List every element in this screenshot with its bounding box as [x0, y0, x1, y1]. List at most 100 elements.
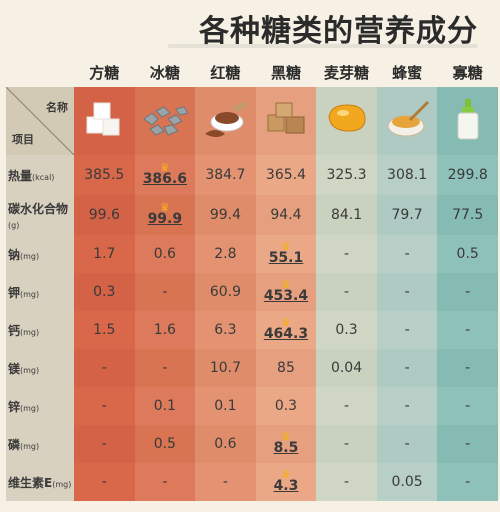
table-cell: -: [134, 273, 196, 311]
cell-value: -: [222, 474, 228, 490]
table-row: 磷(mg) - 0.5 0.6 ♛ 8.5 - - -: [6, 425, 498, 463]
row-label: 热量(kcal): [6, 155, 74, 195]
table-cell: -: [437, 273, 498, 311]
table-cell: 2.8: [195, 235, 256, 273]
cell-value: 325.3: [326, 167, 367, 183]
table-cell: 99.6: [74, 195, 135, 235]
cell-value: 0.6: [214, 436, 237, 452]
cell-value: -: [101, 436, 107, 452]
table-cell: 77.5: [437, 195, 498, 235]
table-cell: 6.3: [195, 311, 256, 349]
cell-value: -: [101, 474, 107, 490]
cell-value: -: [344, 398, 350, 414]
diagonal-divider: [6, 87, 74, 155]
max-value: 453.4: [263, 288, 309, 304]
cell-value: 94.4: [270, 207, 302, 223]
cell-value: 1.5: [93, 322, 116, 338]
table-cell: 385.5: [74, 155, 135, 195]
row-label-text: 磷: [8, 437, 21, 452]
cell-value: -: [344, 474, 350, 490]
table-cell: 0.6: [134, 235, 196, 273]
crown-icon: ♛: [281, 316, 291, 329]
max-value: 8.5: [273, 440, 299, 456]
cell-value: -: [465, 360, 471, 376]
cell-value: -: [465, 474, 471, 490]
row-label-unit: (mg): [20, 365, 40, 375]
cell-value: -: [162, 474, 168, 490]
table-cell: 0.3: [316, 311, 377, 349]
cell-value: 308.1: [387, 167, 428, 183]
row-label-unit: (mg): [20, 251, 40, 261]
table-cell: -: [316, 235, 377, 273]
black-sugar-icon: [255, 87, 317, 155]
cell-value: 99.6: [88, 207, 120, 223]
cell-value: 99.4: [209, 207, 241, 223]
table-cell: 1.6: [134, 311, 196, 349]
table-cell: 0.5: [134, 425, 196, 463]
table-cell: 0.6: [195, 425, 256, 463]
table-cell: -: [134, 463, 196, 501]
cell-value: 2.8: [214, 246, 237, 262]
column-header: 麦芽糖: [324, 64, 370, 82]
cell-value: 77.5: [452, 207, 484, 223]
row-label-text: 钙: [8, 323, 21, 338]
table-cell: ♛ 8.5: [255, 425, 317, 463]
table-cell: 325.3: [316, 155, 377, 195]
row-label: 钾(mg): [6, 273, 74, 311]
column-header: 黑糖: [270, 64, 301, 82]
title-underline: [168, 44, 478, 48]
row-label-text: 镁: [8, 361, 21, 376]
table-cell: 0.3: [255, 387, 317, 425]
table-cell: 0.1: [134, 387, 196, 425]
crown-icon: ♛: [281, 278, 291, 291]
table-cell: -: [316, 387, 377, 425]
column-header: 冰糖: [149, 64, 180, 82]
row-label-text: 钾: [8, 285, 21, 300]
cell-value: -: [404, 246, 410, 262]
row-label-unit: (mg): [20, 289, 40, 299]
table-row: 锌(mg) - 0.1 0.1 0.3 - - -: [6, 387, 498, 425]
brown-sugar-icon: [195, 87, 256, 155]
max-value: 99.9: [147, 211, 183, 227]
table-cell: 60.9: [195, 273, 256, 311]
table-cell: -: [134, 349, 196, 387]
table-cell: -: [376, 273, 438, 311]
table-cell: 99.4: [195, 195, 256, 235]
cell-value: 365.4: [265, 167, 307, 183]
row-label-unit: (g): [8, 220, 20, 230]
table-cell: 0.1: [195, 387, 256, 425]
crown-icon: ♛: [159, 201, 170, 214]
cell-value: -: [465, 398, 471, 414]
crown-icon: ♛: [281, 240, 291, 253]
table-cell: -: [376, 311, 438, 349]
oligosaccharide-bottle-icon: [437, 87, 498, 155]
table-cell: ♛ 99.9: [134, 195, 196, 235]
row-label-text: 碳水化合物: [8, 201, 69, 216]
table-cell: 0.5: [437, 235, 498, 273]
table-cell: 0.04: [316, 349, 377, 387]
crown-icon: ♛: [159, 161, 170, 174]
table-cell: 85: [255, 349, 317, 387]
table-cell: 299.8: [437, 155, 498, 195]
table-cell: ♛ 55.1: [255, 235, 317, 273]
maltose-icon: [316, 87, 377, 155]
column-header: 红糖: [210, 64, 241, 82]
table-row: 维生素E(mg) - - - ♛ 4.3 - 0.05 -: [6, 463, 498, 501]
row-label-unit: (mg): [20, 441, 40, 451]
table-row: 碳水化合物 (g) 99.6 ♛ 99.9 99.4 94.4 84.1 79.7 77.5: [6, 195, 498, 235]
cell-value: -: [344, 284, 350, 300]
rock-sugar-icon: [134, 87, 196, 155]
sugar-cube-icon: [74, 87, 135, 155]
table-cell: 384.7: [195, 155, 256, 195]
cell-value: 0.5: [153, 436, 176, 452]
table-cell: -: [437, 425, 498, 463]
row-label: 维生素E(mg): [6, 463, 74, 501]
cell-value: -: [101, 360, 107, 376]
cell-value: 299.8: [447, 167, 488, 183]
table-cell: 10.7: [195, 349, 256, 387]
cell-value: 10.7: [209, 360, 241, 376]
honey-jar-icon: [376, 87, 438, 155]
cell-value: -: [465, 284, 471, 300]
cell-value: 0.1: [214, 398, 237, 414]
table-cell: ♛ 453.4: [255, 273, 317, 311]
